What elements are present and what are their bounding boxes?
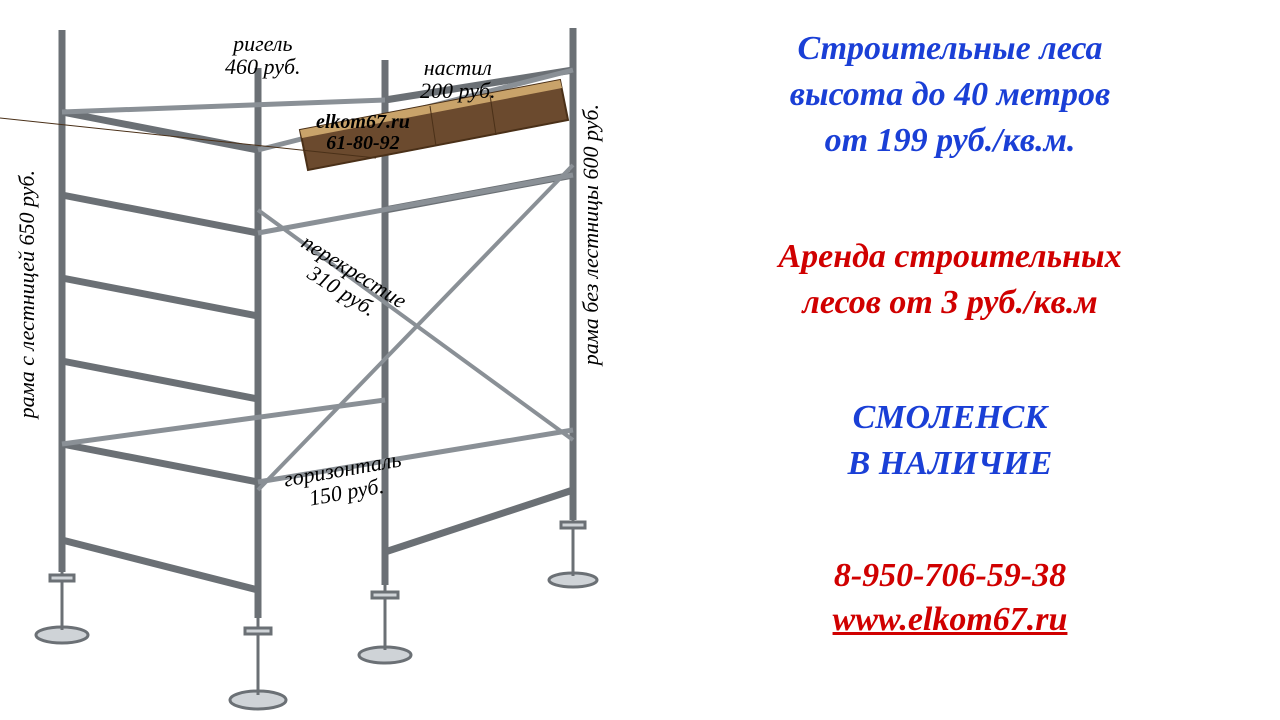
stock-block: СМОЛЕНСК В НАЛИЧИЕ (620, 395, 1280, 487)
brand-phone: 61-80-92 (326, 132, 399, 154)
nastil-name: настил (424, 55, 492, 80)
rental-line2: лесов от 3 руб./кв.м (620, 280, 1280, 326)
label-nastil: настил 200 руб. (420, 56, 496, 102)
headline-line3: от 199 руб./кв.м. (620, 118, 1280, 164)
diagram-panel: ригель 460 руб. настил 200 руб. elkom67.… (0, 0, 620, 720)
headline-line1: Строительные леса (620, 26, 1280, 72)
brand-overlay: elkom67.ru 61-80-92 (316, 112, 410, 154)
website-link[interactable]: www.elkom67.ru (620, 601, 1280, 639)
rigel-price: 460 руб. (225, 54, 301, 79)
label-rigel: ригель 460 руб. (225, 32, 301, 78)
brand-site: elkom67.ru (316, 111, 410, 133)
rama-bez-text: рама без лестницы 600 руб. (578, 104, 603, 365)
stock-line1: СМОЛЕНСК (620, 395, 1280, 441)
rigel-name: ригель (233, 31, 292, 56)
rental-block: Аренда строительных лесов от 3 руб./кв.м (620, 234, 1280, 326)
phone-text: 8-950-706-59-38 (620, 557, 1280, 595)
headline-line2: высота до 40 метров (620, 72, 1280, 118)
headline-block: Строительные леса высота до 40 метров от… (620, 26, 1280, 164)
stock-line2: В НАЛИЧИЕ (620, 441, 1280, 487)
rama-lestnica-text: рама с лестницей 650 руб. (14, 170, 39, 418)
scaffold-diagram (0, 0, 620, 720)
nastil-price: 200 руб. (420, 78, 496, 103)
rental-line1: Аренда строительных (620, 234, 1280, 280)
label-rama-lestnica: рама с лестницей 650 руб. (14, 170, 40, 418)
text-panel: Строительные леса высота до 40 метров от… (620, 0, 1280, 720)
label-rama-bez: рама без лестницы 600 руб. (578, 104, 604, 365)
